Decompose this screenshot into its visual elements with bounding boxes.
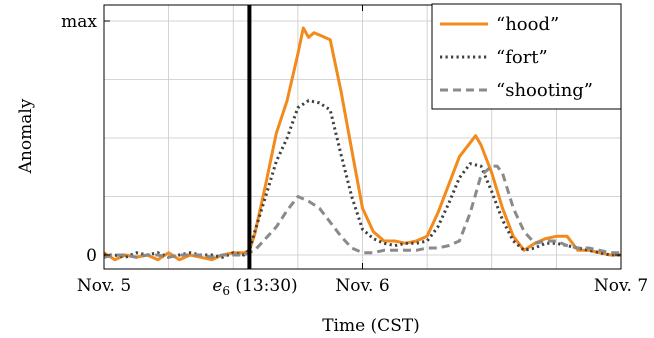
series-line-0 <box>103 26 621 262</box>
legend-label-2: “shooting” <box>496 80 593 101</box>
y-tick-label: 0 <box>86 246 97 266</box>
series-lines <box>103 26 621 262</box>
x-tick-label: Nov. 5 <box>77 276 131 296</box>
series-line-1 <box>104 99 621 259</box>
y-axis-label: Anomaly <box>16 98 36 174</box>
legend-label-0: “hood” <box>496 14 559 35</box>
legend-label-1: “fort” <box>496 47 548 68</box>
legend: “hood” “fort” “shooting” <box>431 3 622 110</box>
x-tick-label: Nov. 6 <box>335 276 389 296</box>
series-line-2 <box>103 164 621 259</box>
event-marker-label: e6 (13:30) <box>212 276 297 298</box>
x-axis-label: Time (CST) <box>322 316 420 336</box>
axis-ticks: Nov. 5 Nov. 6 Nov. 7 0 max e6 (13:30) <box>61 5 648 298</box>
y-tick-label: max <box>61 12 97 32</box>
x-tick-label: Nov. 7 <box>594 276 648 296</box>
